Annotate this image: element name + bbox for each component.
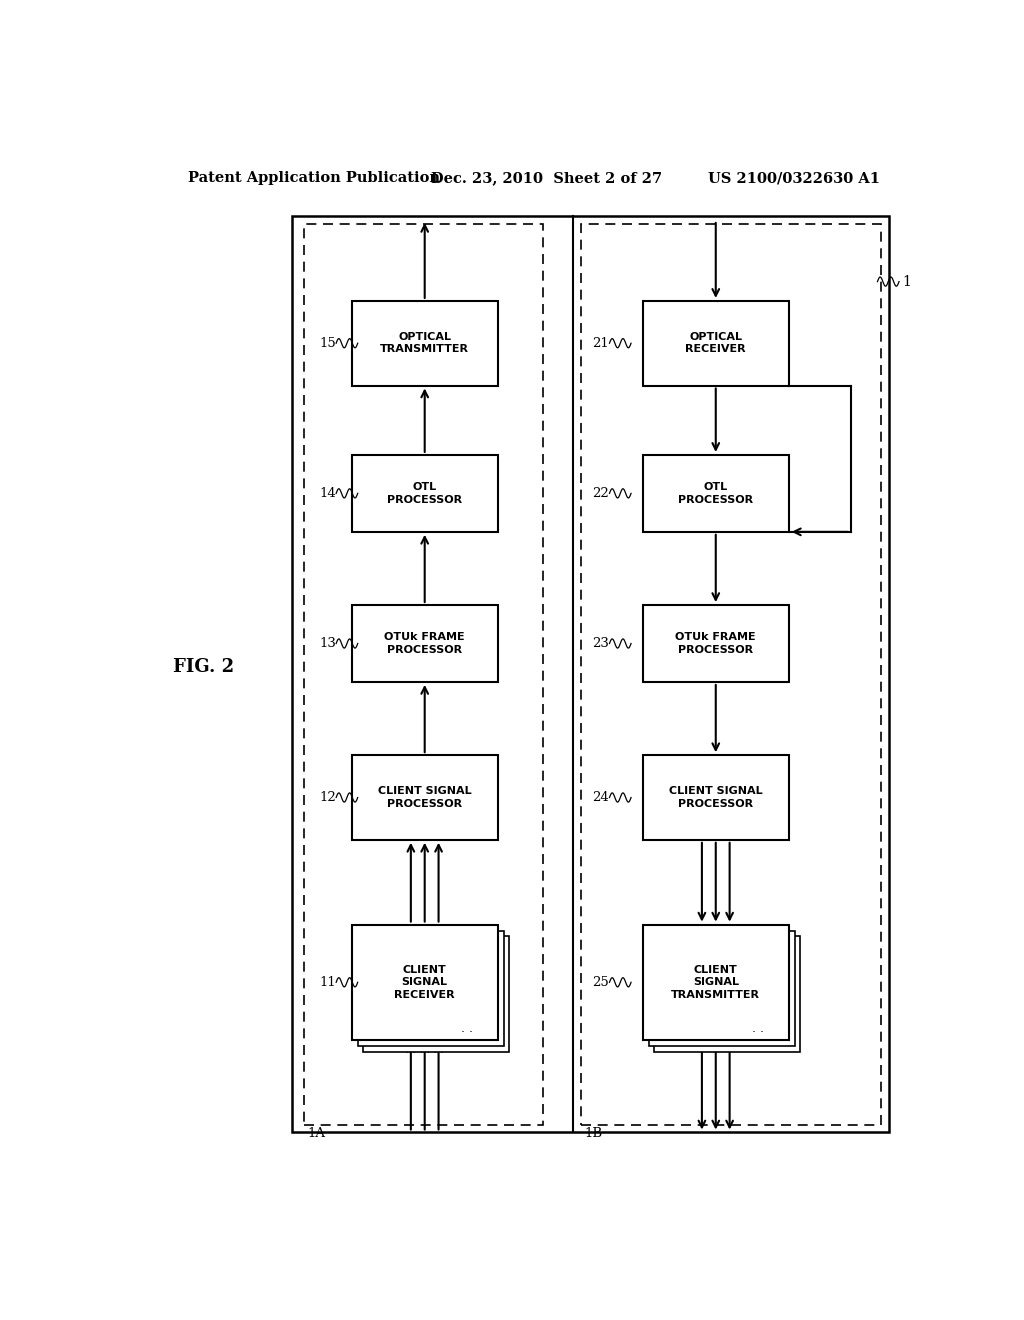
Bar [643,605,788,682]
Bar [643,301,788,385]
Bar [351,924,498,1040]
Text: OTUk FRAME
PROCESSOR: OTUk FRAME PROCESSOR [384,632,465,655]
Text: 25: 25 [593,975,609,989]
Text: 1: 1 [902,275,911,289]
Bar [351,301,498,385]
Text: 11: 11 [319,975,336,989]
Text: OPTICAL
RECEIVER: OPTICAL RECEIVER [685,333,746,354]
Text: Dec. 23, 2010  Sheet 2 of 27: Dec. 23, 2010 Sheet 2 of 27 [431,172,662,185]
Text: OTUk FRAME
PROCESSOR: OTUk FRAME PROCESSOR [676,632,756,655]
Text: OPTICAL
TRANSMITTER: OPTICAL TRANSMITTER [380,333,469,354]
Text: FIG. 2: FIG. 2 [173,657,234,676]
Bar [304,224,543,1125]
Bar [364,936,509,1052]
Text: 13: 13 [319,638,336,649]
Text: 1B: 1B [585,1127,603,1140]
Text: 12: 12 [319,791,336,804]
Bar [649,931,795,1047]
Text: Patent Application Publication: Patent Application Publication [188,172,440,185]
Text: 24: 24 [593,791,609,804]
Text: CLIENT
SIGNAL
TRANSMITTER: CLIENT SIGNAL TRANSMITTER [672,965,760,999]
Bar [643,455,788,532]
Text: 23: 23 [593,638,609,649]
Text: 14: 14 [319,487,336,500]
Text: OTL
PROCESSOR: OTL PROCESSOR [678,482,754,504]
Bar [292,216,889,1133]
Text: US 2100/0322630 A1: US 2100/0322630 A1 [708,172,880,185]
Text: 22: 22 [593,487,609,500]
Bar [351,605,498,682]
Text: 15: 15 [319,337,336,350]
Text: · ·: · · [461,1026,473,1039]
Bar [581,224,882,1125]
Text: CLIENT SIGNAL
PROCESSOR: CLIENT SIGNAL PROCESSOR [669,787,763,809]
Text: CLIENT
SIGNAL
RECEIVER: CLIENT SIGNAL RECEIVER [394,965,455,999]
Bar [643,755,788,840]
Text: 1A: 1A [307,1127,326,1140]
Bar [643,924,788,1040]
Text: OTL
PROCESSOR: OTL PROCESSOR [387,482,462,504]
Bar [357,931,504,1047]
Text: 21: 21 [593,337,609,350]
Bar [351,755,498,840]
Text: CLIENT SIGNAL
PROCESSOR: CLIENT SIGNAL PROCESSOR [378,787,471,809]
Bar [351,455,498,532]
Bar [654,936,801,1052]
Text: · ·: · · [752,1026,764,1039]
